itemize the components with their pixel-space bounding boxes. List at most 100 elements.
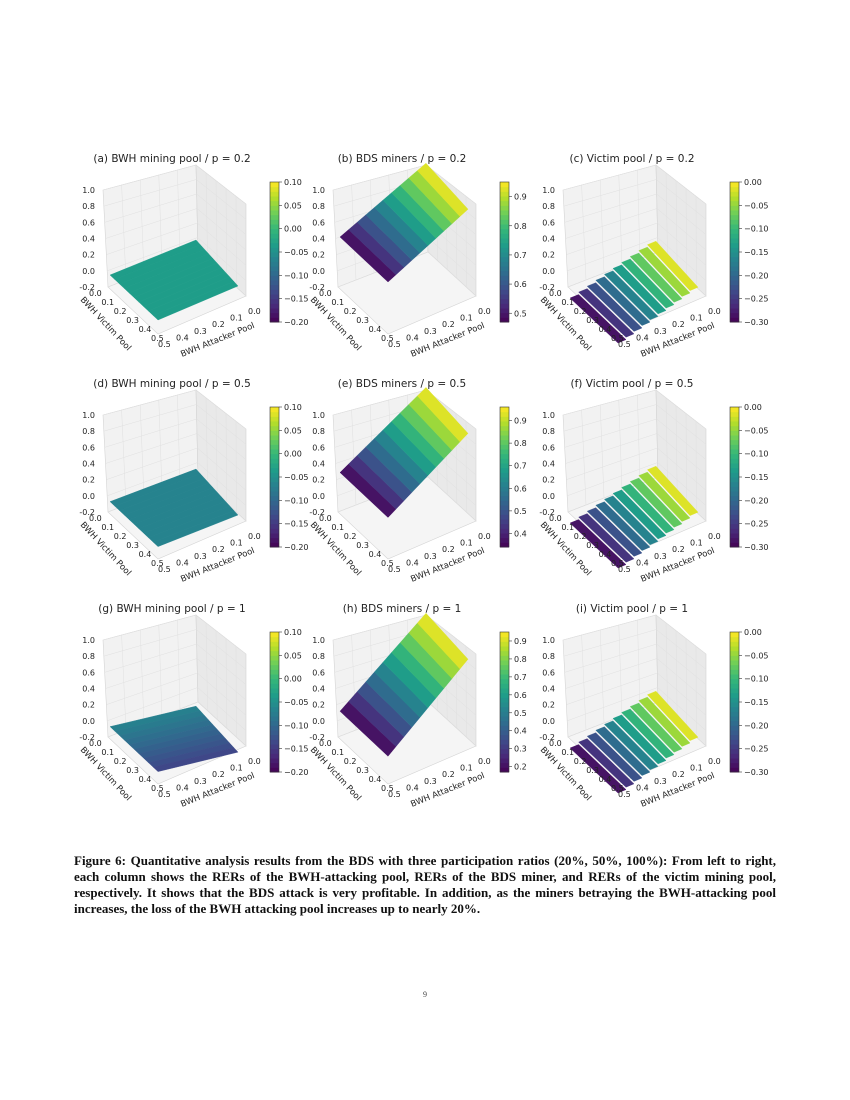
colorbar-segment: [730, 641, 739, 647]
victim-tick-label: 0.0: [549, 514, 562, 523]
colorbar-segment: [500, 655, 509, 661]
attacker-tick-label: 0.2: [672, 545, 685, 554]
colorbar-segment: [500, 762, 509, 768]
grid-line: [158, 399, 163, 492]
colorbar-tick-label: −0.05: [744, 426, 769, 435]
attacker-tick-label: 0.5: [618, 790, 631, 799]
z-tick-label: 0.0: [82, 492, 95, 501]
attacker-tick-label: 0.0: [708, 532, 721, 541]
colorbar-segment: [730, 275, 739, 281]
surface-band: [647, 465, 699, 516]
surface-band: [569, 744, 627, 794]
surface-band: [621, 708, 675, 759]
surface-band: [647, 690, 699, 741]
grid-line: [655, 389, 707, 430]
grid-line: [102, 389, 197, 416]
colorbar-segment: [270, 242, 279, 248]
victim-tick-label: 0.5: [151, 784, 164, 793]
colorbar-segment: [500, 298, 509, 304]
colorbar-segment: [270, 481, 279, 487]
colorbar-segment: [270, 303, 279, 309]
victim-tick-label: 0.1: [561, 523, 574, 532]
colorbar-segment: [500, 519, 509, 525]
z-tick-label: 0.8: [542, 202, 555, 211]
colorbar-tick-label: 0.00: [284, 450, 302, 459]
colorbar-tick-label: 0.8: [514, 439, 527, 448]
colorbar-segment: [500, 280, 509, 286]
victim-tick-label: 0.0: [89, 514, 102, 523]
colorbar-tick-label: −0.10: [744, 675, 769, 684]
victim-tick-label: 0.0: [89, 739, 102, 748]
attacker-tick-label: 0.1: [690, 314, 703, 323]
colorbar-segment: [270, 486, 279, 492]
z-tick-label: 0.6: [312, 218, 325, 227]
z-tick-label: 1.0: [82, 636, 95, 645]
colorbar-segment: [500, 646, 509, 652]
colorbar-tick-label: 0.9: [514, 417, 527, 426]
attacker-tick-label: 0.5: [158, 340, 171, 349]
colorbar-segment: [730, 528, 739, 534]
colorbar-segment: [270, 514, 279, 520]
grid-line: [177, 394, 181, 485]
attacker-tick-label: 0.2: [212, 545, 225, 554]
colorbar-tick-label: −0.15: [284, 520, 309, 529]
grid-line: [427, 237, 477, 281]
colorbar-segment: [730, 734, 739, 740]
colorbar-segment: [270, 660, 279, 666]
z-tick-label: 1.0: [312, 411, 325, 420]
colorbar-tick-label: 0.6: [514, 280, 527, 289]
colorbar-segment: [730, 228, 739, 234]
colorbar-segment: [730, 467, 739, 473]
victim-tick-label: 0.5: [381, 784, 394, 793]
colorbar-segment: [500, 664, 509, 670]
colorbar-segment: [500, 669, 509, 675]
grid-line: [196, 433, 247, 476]
colorbar-tick-label: −0.05: [284, 473, 309, 482]
colorbar-segment: [270, 238, 279, 244]
z-tick-label: 0.4: [82, 235, 95, 244]
grid-line: [107, 462, 198, 497]
colorbar-tick-label: −0.25: [744, 520, 769, 529]
grid-line: [121, 409, 127, 506]
grid-line: [637, 619, 641, 710]
colorbar-tick-label: −0.05: [284, 248, 309, 257]
attacker-tick-label: 0.1: [230, 764, 243, 773]
victim-tick-label: 0.2: [574, 757, 587, 766]
grid-line: [565, 658, 658, 689]
victim-tick-label: 0.3: [126, 541, 139, 550]
colorbar-segment: [270, 739, 279, 745]
colorbar-segment: [500, 706, 509, 712]
colorbar-tick-label: 0.9: [514, 193, 527, 202]
colorbar-tick-label: −0.15: [744, 248, 769, 257]
colorbar-tick-label: −0.25: [744, 745, 769, 754]
subplot-6: (f) Victim pool / p = 0.5 1.0 0.8 0.6 0.4 0.2…: [538, 378, 769, 585]
colorbar-segment: [730, 252, 739, 258]
colorbar-segment: [500, 284, 509, 290]
colorbar-segment: [270, 270, 279, 276]
victim-tick-label: 0.3: [586, 541, 599, 550]
colorbar-segment: [500, 312, 509, 318]
colorbar-segment: [730, 407, 739, 413]
grid-line: [567, 462, 658, 497]
z-tick-label: 0.4: [82, 460, 95, 469]
colorbar-segment: [500, 711, 509, 717]
colorbar-tick-label: 0.4: [514, 529, 527, 538]
grid-line: [566, 447, 658, 480]
victim-tick-label: 0.1: [331, 523, 344, 532]
victim-tick-label: 0.4: [369, 325, 382, 334]
subplot-2: (b) BDS miners / p = 0.21.00.80.60.40.20…: [308, 153, 527, 360]
z-tick-label: 1.0: [82, 186, 95, 195]
colorbar-segment: [730, 205, 739, 211]
grid-line: [195, 389, 247, 430]
grid-line: [197, 447, 247, 491]
z-tick-label: 0.8: [82, 427, 95, 436]
z-tick-label: 0.6: [82, 443, 95, 452]
colorbar-segment: [730, 669, 739, 675]
colorbar-segment: [500, 744, 509, 750]
grid-line: [139, 629, 145, 724]
colorbar-tick-label: 0.3: [514, 745, 527, 754]
grid-line: [205, 172, 208, 261]
colorbar-segment: [270, 683, 279, 689]
colorbar-segment: [270, 294, 279, 300]
colorbar-segment: [500, 467, 509, 473]
